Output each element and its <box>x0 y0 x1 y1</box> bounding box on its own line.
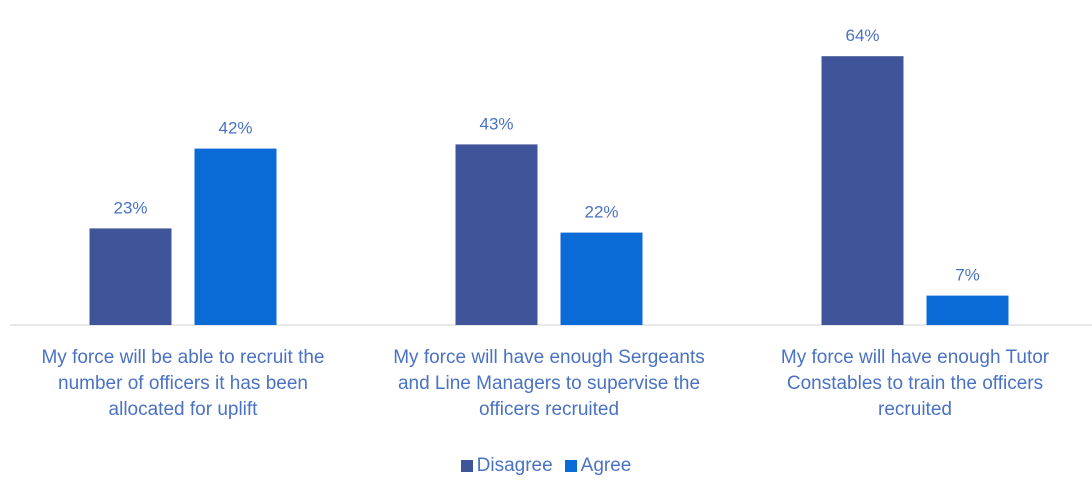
legend: Disagree Agree <box>0 455 1092 477</box>
category-label-line: Constables to train the officers <box>786 373 1044 394</box>
legend-swatch-agree <box>564 460 577 472</box>
category-label-line: officers recruited <box>478 399 620 420</box>
category-label-tutors: My force will have enough Tutor Constable… <box>732 345 1092 423</box>
legend-swatch-disagree <box>460 460 473 472</box>
legend-item-disagree: Disagree <box>460 455 553 477</box>
bar-agree-tutors <box>926 295 1009 325</box>
data-label-agree-tutors: 7% <box>955 266 980 285</box>
category-label-line: My force will have enough Sergeants <box>393 347 705 368</box>
legend-label-disagree: Disagree <box>476 455 553 476</box>
bar-agree-recruit-uplift <box>194 148 277 325</box>
bar-agree-supervisors <box>560 232 643 325</box>
legend-item-agree: Agree <box>564 455 632 477</box>
data-label-agree-supervisors: 22% <box>584 203 618 222</box>
category-label-supervisors: My force will have enough Sergeants and L… <box>366 345 732 423</box>
category-label-recruit-uplift: My force will be able to recruit the numb… <box>0 345 366 423</box>
legend-label-agree: Agree <box>580 455 632 476</box>
bar-disagree-tutors <box>821 56 904 325</box>
bar-disagree-supervisors <box>455 144 538 325</box>
category-label-line: allocated for uplift <box>108 399 258 420</box>
category-label-line: My force will be able to recruit the <box>41 347 325 368</box>
bar-disagree-recruit-uplift <box>89 228 172 325</box>
data-label-disagree-recruit-uplift: 23% <box>113 198 147 217</box>
category-label-line: and Line Managers to supervise the <box>397 373 701 394</box>
data-label-disagree-supervisors: 43% <box>479 114 513 133</box>
category-label-line: recruited <box>878 399 952 420</box>
data-label-agree-recruit-uplift: 42% <box>218 119 252 138</box>
data-label-disagree-tutors: 64% <box>845 26 879 45</box>
category-label-line: number of officers it has been <box>58 373 308 394</box>
bar-chart: 23% 42% 43% 22% 64% 7% <box>10 26 1092 326</box>
category-label-line: My force will have enough Tutor <box>780 347 1050 368</box>
